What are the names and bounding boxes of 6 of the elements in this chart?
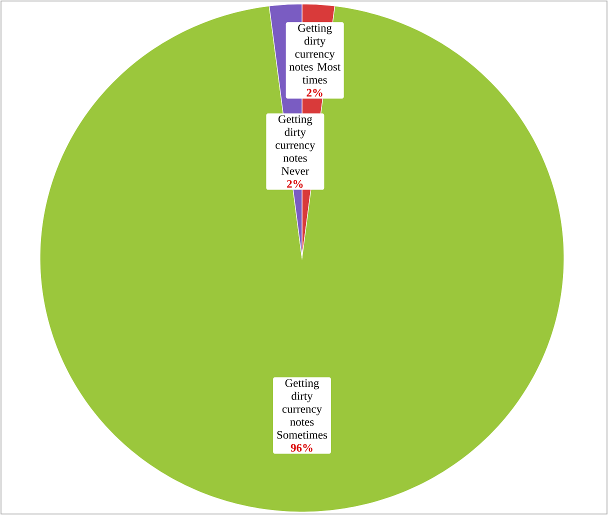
data-label: 2% [287,180,303,188]
data-label: 2% [306,88,322,97]
slice-label: Getting dirty currency notes Most times [289,24,341,84]
slice-label: Getting dirty currency notes Never [276,115,316,175]
slice-label: Getting dirty currency notes Sometimes [277,379,328,439]
data-label: 96% [290,444,312,452]
